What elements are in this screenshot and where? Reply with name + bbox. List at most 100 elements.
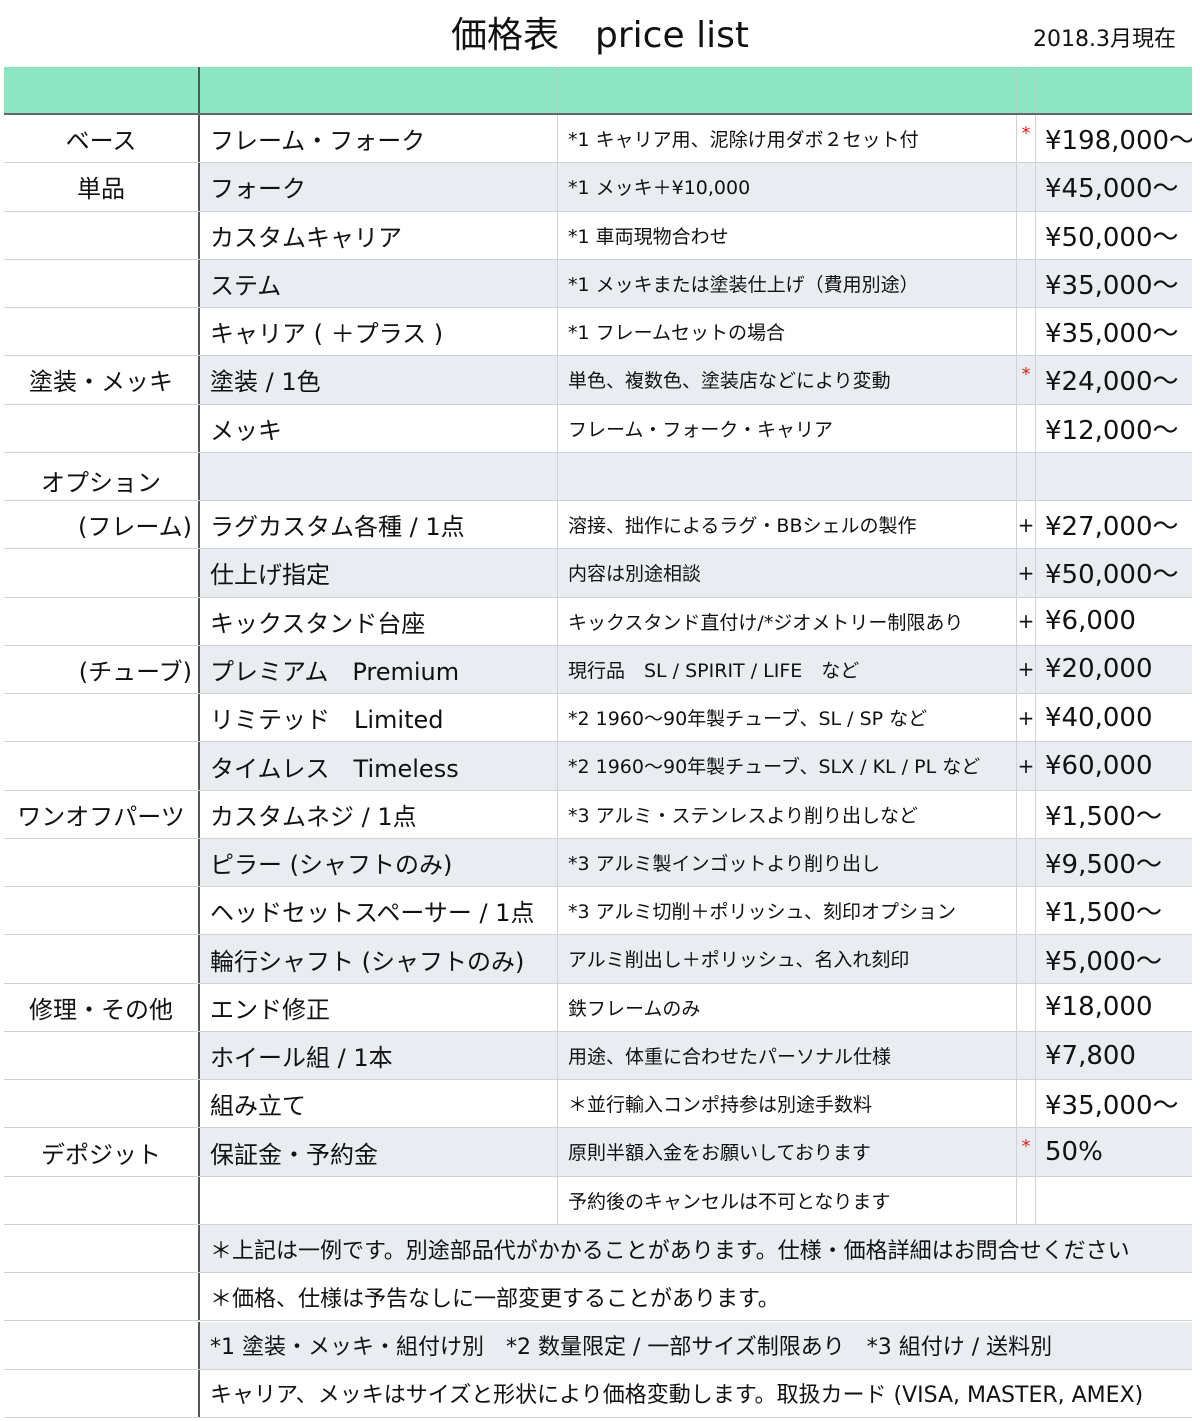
table-row: 輪行シャフト (シャフトのみ) アルミ削出し＋ポリッシュ、名入れ刻印 ¥5,000〜 [4,935,1192,984]
mark-cell [1016,211,1035,259]
price-cell: ¥40,000 [1035,694,1192,742]
price-cell: ¥1,500〜 [1035,790,1192,838]
note-cell: *3 アルミ製インゴットより削り出し [557,838,1016,887]
price-cell: ¥45,000〜 [1035,163,1192,211]
item-cell: カスタムキャリア [198,211,557,259]
item-cell: 保証金・予約金 [198,1128,557,1176]
note-cell: 予約後のキャンセルは不可となります [557,1176,1016,1224]
section-cell: オプション [41,469,161,498]
mark-cell [1016,790,1035,838]
price-cell: ¥12,000〜 [1035,404,1192,452]
note-row: ＊価格、仕様は予告なしに一部変更することがあります。 [4,1273,1192,1322]
note-row: *1 塗装・メッキ・組付け別 *2 数量限定 / 一部サイズ制限あり *3 組付… [4,1321,1192,1370]
note-cell: *1 メッキ＋¥10,000 [557,163,1016,211]
section-cell [4,1080,198,1127]
section-cell: ベース [65,127,137,156]
note-cell: 原則半額入金をお願いしております [557,1128,1016,1176]
section-cell [4,1032,198,1079]
item-cell: ラグカスタム各種 / 1点 [198,501,557,549]
section-cell: 塗装・メッキ [29,368,173,397]
note-cell: フレーム・フォーク・キャリア [557,404,1016,452]
table-row: 修理・その他 エンド修正 鉄フレームのみ ¥18,000 [4,983,1192,1032]
note-cell: ＊並行輸入コンポ持参は別途手数料 [557,1080,1016,1128]
price-cell: ¥6,000 [1035,597,1192,645]
footnote: ＊上記は一例です。別途部品代がかかることがあります。仕様・価格詳細はお問合せくだ… [198,1224,1192,1273]
mark-cell: + [1016,597,1035,645]
price-cell: ¥35,000〜 [1035,1080,1192,1128]
price-cell: ¥18,000 [1035,983,1192,1031]
mark-cell [1016,838,1035,887]
table-row: キャリア ( ＋プラス ) *1 フレームセットの場合 ¥35,000〜 [4,308,1192,357]
table-row: カスタムキャリア *1 車両現物合わせ ¥50,000〜 [4,211,1192,260]
price-cell: ¥35,000〜 [1035,259,1192,308]
section-cell: ワンオフパーツ [17,802,185,831]
mark-cell: + [1016,742,1035,790]
section-cell [4,1273,198,1320]
mark-cell: * [1016,115,1035,163]
section-cell [4,212,198,259]
header-band [4,67,1192,115]
table-row: ワンオフパーツ カスタムネジ / 1点 *3 アルミ・ステンレスより削り出しなど ¥1… [4,790,1192,839]
item-cell: リミテッド Limited [198,694,557,742]
section-cell: 修理・その他 [29,995,173,1024]
price-cell: ¥20,000 [1035,645,1192,694]
item-cell: タイムレス Timeless [198,742,557,790]
table-row: (フレーム) ラグカスタム各種 / 1点 溶接、拙作によるラグ・BBシェルの製作 + ¥… [4,501,1192,550]
section-cell [4,308,198,355]
footnote: キャリア、メッキはサイズと形状により価格変動します。取扱カード (VISA, M… [198,1369,1192,1417]
mark-cell [1016,887,1035,935]
section-cell: 単品 [77,175,125,204]
note-cell: 用途、体重に合わせたパーソナル仕様 [557,1031,1016,1080]
note-cell: *1 フレームセットの場合 [557,308,1016,356]
price-cell [1035,1176,1192,1224]
note-cell: 現行品 SL / SPIRIT / LIFE など [557,645,1016,694]
item-cell: キャリア ( ＋プラス ) [198,308,557,356]
section-cell [4,839,198,886]
price-cell: ¥24,000〜 [1035,356,1192,404]
price-cell: ¥60,000 [1035,742,1192,790]
mark-cell [1016,1080,1035,1128]
mark-cell: * [1016,356,1035,404]
price-cell: ¥9,500〜 [1035,838,1192,887]
mark-cell [1016,1031,1035,1080]
note-cell: *1 メッキまたは塗装仕上げ（費用別途） [557,259,1016,308]
section-cell [4,742,198,789]
note-cell: *2 1960〜90年製チューブ、SL / SP など [557,694,1016,742]
price-cell: ¥50,000〜 [1035,549,1192,597]
section-cell [4,935,198,982]
item-cell: メッキ [198,404,557,452]
mark-cell [1016,308,1035,356]
note-cell: *1 キャリア用、泥除け用ダボ２セット付 [557,115,1016,163]
note-cell: 内容は別途相談 [557,549,1016,597]
section-cell [4,549,198,596]
section-cell [4,1322,198,1369]
mark-cell [1016,259,1035,308]
mark-cell [1016,935,1035,983]
item-cell: ヘッドセットスペーサー / 1点 [198,887,557,935]
table-row: オプション [4,452,1192,502]
table-row: ヘッドセットスペーサー / 1点 *3 アルミ切削＋ポリッシュ、刻印オプション ¥1… [4,887,1192,936]
item-cell: エンド修正 [198,983,557,1031]
item-cell: カスタムネジ / 1点 [198,790,557,838]
item-cell: 塗装 / 1色 [198,356,557,404]
item-cell: ピラー (シャフトのみ) [198,838,557,887]
mark-cell [1016,1176,1035,1224]
footnote: *1 塗装・メッキ・組付け別 *2 数量限定 / 一部サイズ制限あり *3 組付… [198,1321,1192,1369]
note-row: キャリア、メッキはサイズと形状により価格変動します。取扱カード (VISA, M… [4,1369,1192,1418]
note-row: ＊上記は一例です。別途部品代がかかることがあります。仕様・価格詳細はお問合せくだ… [4,1224,1192,1274]
note-cell: 溶接、拙作によるラグ・BBシェルの製作 [557,501,1016,549]
note-cell: *2 1960〜90年製チューブ、SLX / KL / PL など [557,742,1016,790]
mark-cell: * [1016,1128,1035,1176]
mark-cell [1016,452,1035,501]
section-cell [4,1225,198,1272]
table-row: キックスタンド台座 キックスタンド直付け/*ジオメトリー制限あり + ¥6,000 [4,597,1192,646]
price-cell: ¥50,000〜 [1035,211,1192,259]
mark-cell [1016,163,1035,211]
table-row: 予約後のキャンセルは不可となります [4,1176,1192,1225]
mark-cell: + [1016,501,1035,549]
price-cell [1035,452,1192,501]
price-cell: 50% [1035,1128,1192,1176]
title: 価格表 price list [451,15,749,56]
item-cell: プレミアム Premium [198,645,557,694]
